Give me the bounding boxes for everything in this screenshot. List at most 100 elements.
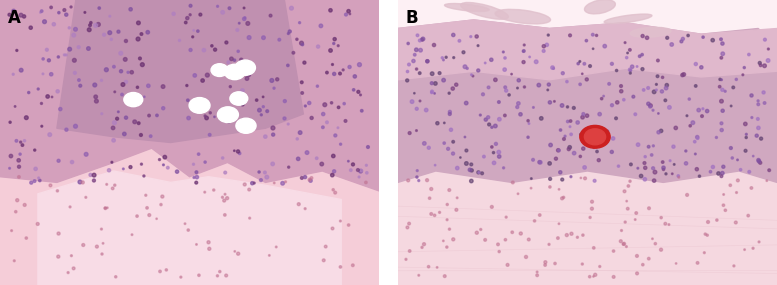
Point (442, 146, 455, 151)
Point (574, 82, 587, 87)
Point (298, 60, 311, 65)
Point (611, 68, 623, 73)
Point (625, 162, 637, 167)
Point (141, 30, 154, 34)
Point (444, 112, 456, 116)
Point (112, 29, 124, 34)
Circle shape (124, 93, 143, 107)
Point (354, 62, 366, 67)
Point (552, 148, 565, 153)
Ellipse shape (630, 27, 671, 37)
Point (239, 182, 251, 187)
Point (615, 84, 627, 88)
Point (355, 168, 368, 173)
Point (524, 55, 536, 59)
Point (661, 36, 674, 40)
Point (156, 194, 169, 199)
Point (142, 84, 155, 88)
Point (138, 95, 151, 99)
Point (100, 182, 113, 187)
Point (221, 196, 233, 200)
Point (652, 111, 664, 116)
Point (754, 160, 766, 165)
Point (576, 72, 588, 76)
Point (110, 274, 122, 279)
Point (68, 71, 81, 75)
Point (618, 40, 631, 45)
Point (493, 154, 505, 159)
Point (743, 52, 755, 57)
Point (96, 227, 108, 231)
Point (413, 38, 426, 43)
Polygon shape (0, 0, 379, 191)
Point (571, 235, 584, 240)
Point (624, 179, 636, 184)
Point (688, 139, 701, 144)
Point (499, 113, 511, 118)
Point (406, 99, 418, 104)
Point (716, 99, 728, 103)
Point (413, 71, 426, 76)
Point (134, 133, 147, 137)
Point (399, 257, 412, 262)
Point (561, 105, 573, 109)
Point (636, 34, 649, 38)
Point (228, 249, 241, 254)
Point (360, 180, 372, 185)
Point (558, 137, 570, 141)
Point (97, 241, 110, 246)
Point (715, 56, 727, 60)
Point (649, 241, 661, 246)
Point (354, 169, 367, 174)
Point (96, 111, 108, 116)
Point (465, 168, 478, 173)
Point (511, 105, 524, 109)
Point (636, 67, 649, 72)
Point (60, 127, 72, 132)
Point (217, 156, 229, 160)
Point (354, 93, 367, 97)
Point (647, 166, 660, 170)
Point (11, 198, 23, 202)
Point (44, 132, 56, 137)
Point (470, 34, 483, 39)
Point (11, 48, 23, 53)
Point (588, 178, 601, 183)
Point (5, 154, 17, 158)
Point (347, 87, 360, 92)
Point (639, 154, 651, 159)
Point (115, 69, 127, 74)
Point (193, 273, 205, 278)
Point (344, 168, 357, 172)
Point (465, 162, 478, 167)
Point (660, 86, 672, 90)
Point (36, 124, 48, 129)
Point (683, 97, 695, 101)
Point (732, 178, 744, 183)
Point (657, 167, 670, 172)
Point (549, 99, 561, 104)
Point (416, 37, 429, 41)
Point (403, 249, 416, 253)
Point (467, 74, 479, 78)
Point (18, 14, 30, 19)
Point (431, 265, 444, 270)
Point (179, 20, 192, 25)
Point (564, 33, 577, 38)
Point (282, 31, 294, 36)
Point (106, 186, 119, 191)
Point (595, 96, 608, 101)
Point (475, 227, 487, 232)
Point (219, 192, 232, 197)
Point (443, 91, 455, 95)
Point (47, 22, 60, 27)
Point (580, 77, 593, 82)
Point (255, 178, 267, 182)
Point (334, 71, 347, 76)
Point (80, 152, 92, 156)
Point (52, 158, 64, 163)
Point (747, 154, 759, 158)
Point (414, 99, 427, 103)
Point (440, 55, 452, 60)
Point (188, 175, 200, 180)
